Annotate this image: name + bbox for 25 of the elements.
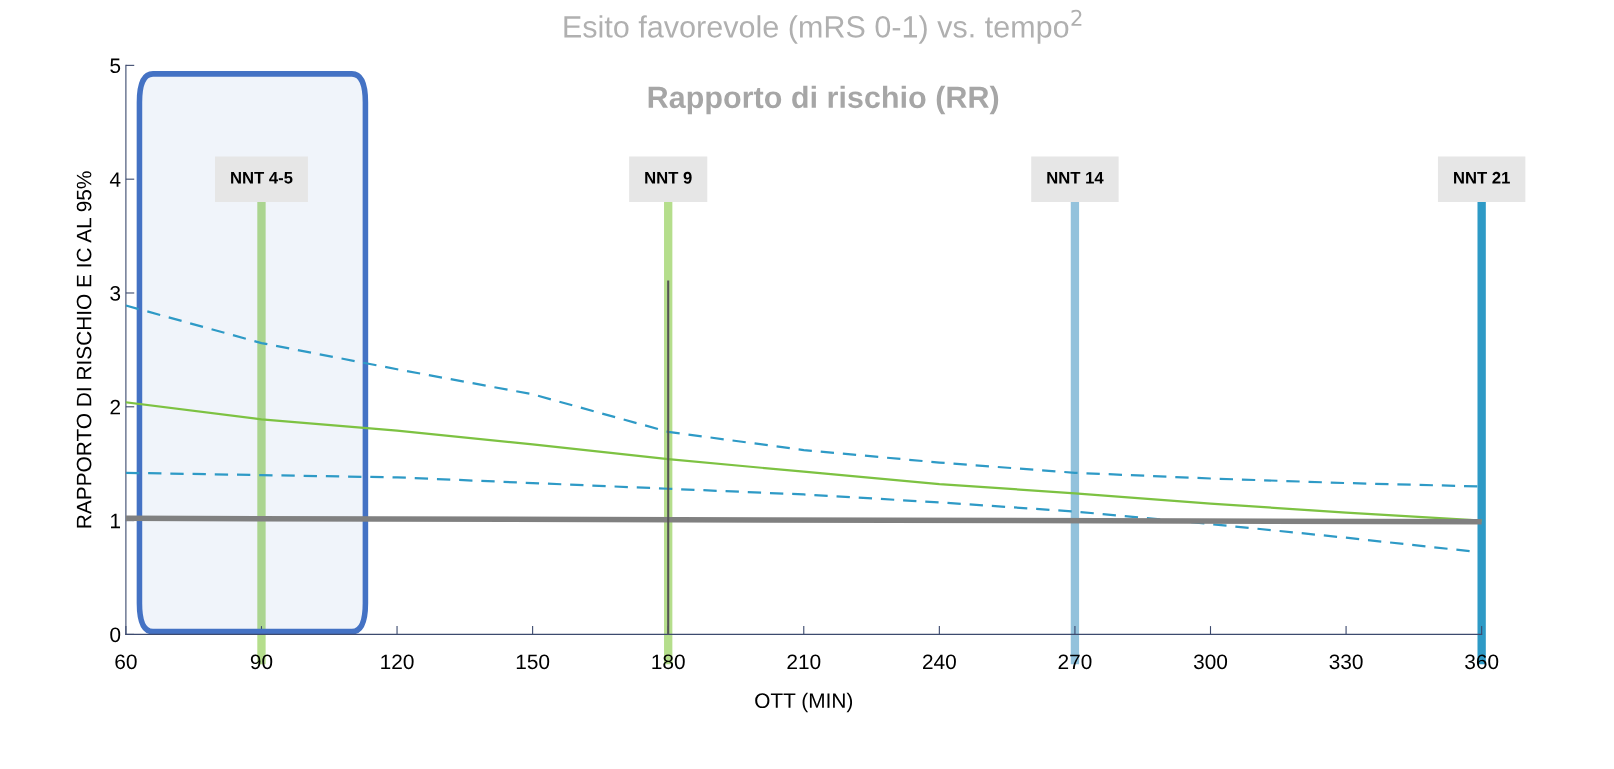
y-tick-label: 1 bbox=[111, 513, 121, 529]
text: Rapporto di rischio (RR) bbox=[648, 85, 999, 115]
x-tick-label: 270 bbox=[1058, 654, 1092, 670]
x-tick-label: 360 bbox=[1465, 654, 1499, 670]
y-tick-label: 2 bbox=[110, 399, 120, 415]
x-tick-label: 90 bbox=[250, 654, 273, 670]
y-tick-label: 5 bbox=[110, 58, 121, 74]
y-tick-label: 4 bbox=[109, 172, 121, 187]
x-tick-label: 240 bbox=[923, 654, 956, 670]
x-tick-label: 150 bbox=[516, 654, 550, 670]
x-tick-label: 120 bbox=[381, 654, 414, 670]
x-axis-title: OTT (MIN) bbox=[755, 692, 853, 713]
y-tick-label: 3 bbox=[110, 285, 121, 301]
y-axis-title: RAPPORTO DI RISCHIO E IC AL 95% bbox=[76, 171, 92, 528]
ref-line-label: NNT 21 bbox=[1454, 171, 1510, 184]
ref-line-label: NNT 4-5 bbox=[231, 172, 293, 184]
ref-line-label: NNT 9 bbox=[645, 171, 692, 184]
x-tick-label: 300 bbox=[1193, 654, 1228, 670]
x-tick-label: 330 bbox=[1329, 654, 1363, 670]
x-tick-label: 60 bbox=[115, 654, 137, 670]
chart-title: Esito favorevole (mRS 0-1) vs. tempo$^{2}$ bbox=[564, 9, 1082, 44]
x-tick-label: 210 bbox=[787, 654, 821, 670]
x-tick-label: 180 bbox=[652, 654, 685, 670]
ref-line-label: NNT 14 bbox=[1047, 172, 1104, 184]
y-tick-label: 0 bbox=[110, 627, 121, 643]
